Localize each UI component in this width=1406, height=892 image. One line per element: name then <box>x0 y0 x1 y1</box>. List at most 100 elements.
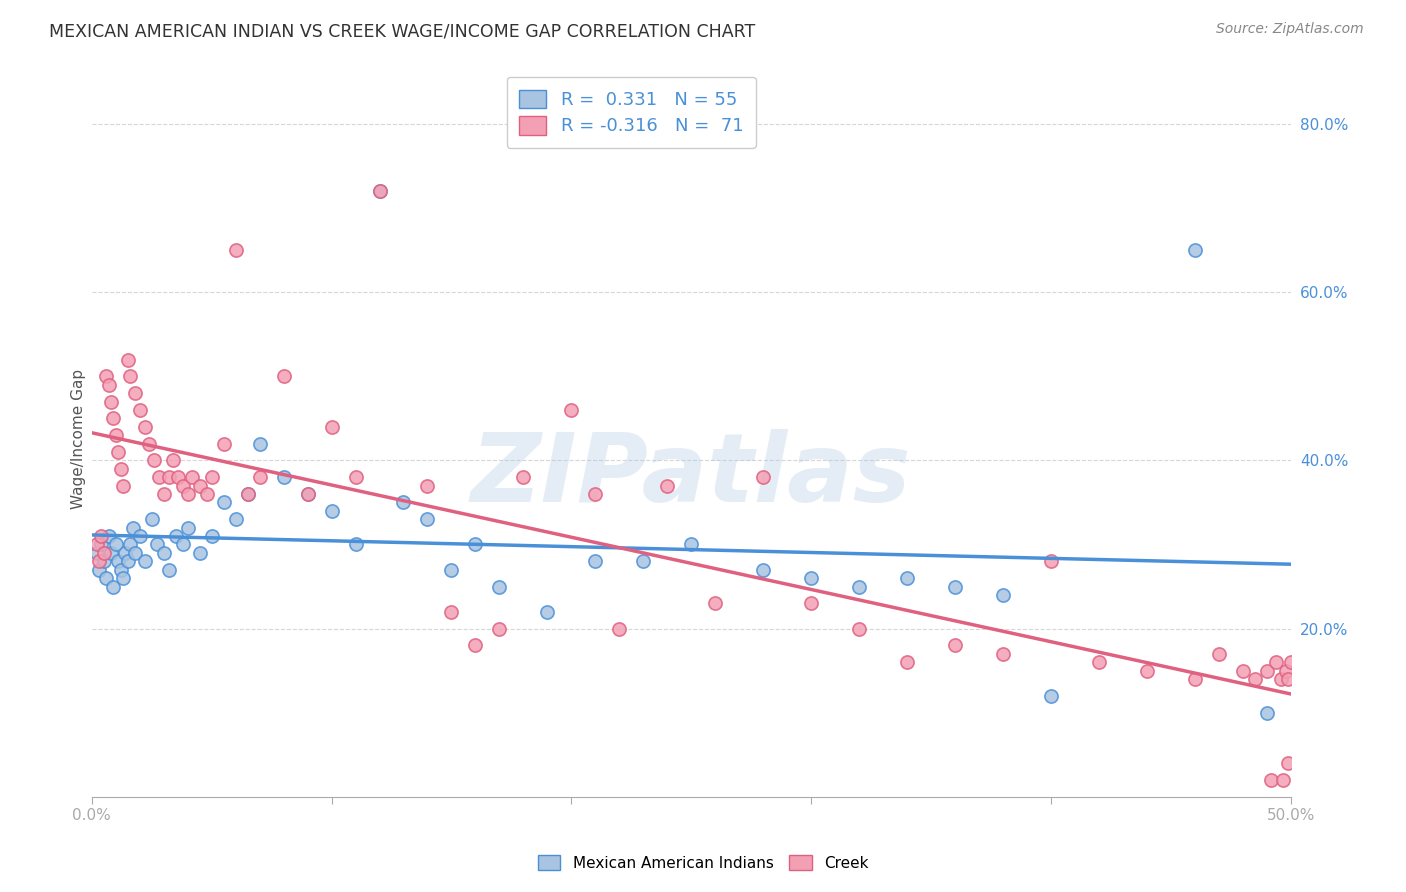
Point <box>1277 672 1299 686</box>
Point <box>681 537 703 551</box>
Point <box>943 580 966 594</box>
Point <box>124 386 146 401</box>
Point <box>90 537 112 551</box>
Point <box>152 487 174 501</box>
Point <box>141 512 163 526</box>
Point <box>464 537 486 551</box>
Point <box>943 639 966 653</box>
Point <box>167 470 190 484</box>
Point <box>249 436 271 450</box>
Point <box>157 470 180 484</box>
Point <box>1272 772 1295 787</box>
Point <box>1136 664 1159 678</box>
Point <box>120 537 142 551</box>
Point <box>152 546 174 560</box>
Point <box>121 521 143 535</box>
Point <box>93 554 115 568</box>
Point <box>321 419 343 434</box>
Point <box>128 529 150 543</box>
Point <box>96 571 118 585</box>
Point <box>848 622 870 636</box>
Point <box>1088 655 1111 669</box>
Point <box>1265 655 1288 669</box>
Point <box>176 487 198 501</box>
Point <box>100 394 122 409</box>
Point <box>583 487 606 501</box>
Point <box>87 563 110 577</box>
Point <box>96 369 118 384</box>
Point <box>188 478 211 492</box>
Point <box>1243 672 1265 686</box>
Point <box>110 563 132 577</box>
Point <box>1277 756 1299 770</box>
Point <box>896 571 918 585</box>
Point <box>181 470 204 484</box>
Point <box>87 554 110 568</box>
Point <box>1279 655 1302 669</box>
Point <box>97 529 120 543</box>
Point <box>344 537 367 551</box>
Point <box>201 529 224 543</box>
Point <box>212 436 235 450</box>
Point <box>117 352 139 367</box>
Y-axis label: Wage/Income Gap: Wage/Income Gap <box>72 369 86 509</box>
Point <box>321 504 343 518</box>
Point <box>148 470 170 484</box>
Point <box>100 546 122 560</box>
Point <box>188 546 211 560</box>
Point <box>134 419 156 434</box>
Point <box>107 554 129 568</box>
Point <box>107 445 129 459</box>
Point <box>1039 689 1062 703</box>
Point <box>236 487 259 501</box>
Point <box>236 487 259 501</box>
Point <box>225 244 247 258</box>
Point <box>90 529 112 543</box>
Point <box>368 185 391 199</box>
Legend: Mexican American Indians, Creek: Mexican American Indians, Creek <box>529 846 877 880</box>
Legend: R =  0.331   N = 55, R = -0.316   N =  71: R = 0.331 N = 55, R = -0.316 N = 71 <box>506 77 756 148</box>
Point <box>1208 647 1230 661</box>
Point <box>704 596 727 610</box>
Point <box>368 185 391 199</box>
Point <box>93 546 115 560</box>
Point <box>172 537 194 551</box>
Point <box>201 470 224 484</box>
Point <box>560 403 582 417</box>
Point <box>607 622 630 636</box>
Point <box>103 411 125 425</box>
Point <box>440 563 463 577</box>
Point <box>800 596 823 610</box>
Point <box>103 580 125 594</box>
Point <box>165 529 187 543</box>
Point <box>128 403 150 417</box>
Point <box>800 571 823 585</box>
Point <box>488 622 510 636</box>
Point <box>1270 672 1292 686</box>
Text: MEXICAN AMERICAN INDIAN VS CREEK WAGE/INCOME GAP CORRELATION CHART: MEXICAN AMERICAN INDIAN VS CREEK WAGE/IN… <box>49 22 755 40</box>
Point <box>1256 664 1278 678</box>
Point <box>104 428 127 442</box>
Point <box>488 580 510 594</box>
Text: ZIPatlas: ZIPatlas <box>471 429 911 522</box>
Point <box>212 495 235 509</box>
Point <box>111 478 134 492</box>
Point <box>1184 672 1206 686</box>
Point <box>1184 244 1206 258</box>
Point <box>273 369 295 384</box>
Point <box>416 512 439 526</box>
Point <box>195 487 218 501</box>
Point <box>536 605 558 619</box>
Point <box>1275 664 1298 678</box>
Point <box>120 369 142 384</box>
Point <box>991 588 1014 602</box>
Point <box>225 512 247 526</box>
Point <box>124 546 146 560</box>
Point <box>111 571 134 585</box>
Point <box>114 546 136 560</box>
Point <box>848 580 870 594</box>
Point <box>172 478 194 492</box>
Point <box>97 377 120 392</box>
Point <box>145 537 167 551</box>
Point <box>297 487 319 501</box>
